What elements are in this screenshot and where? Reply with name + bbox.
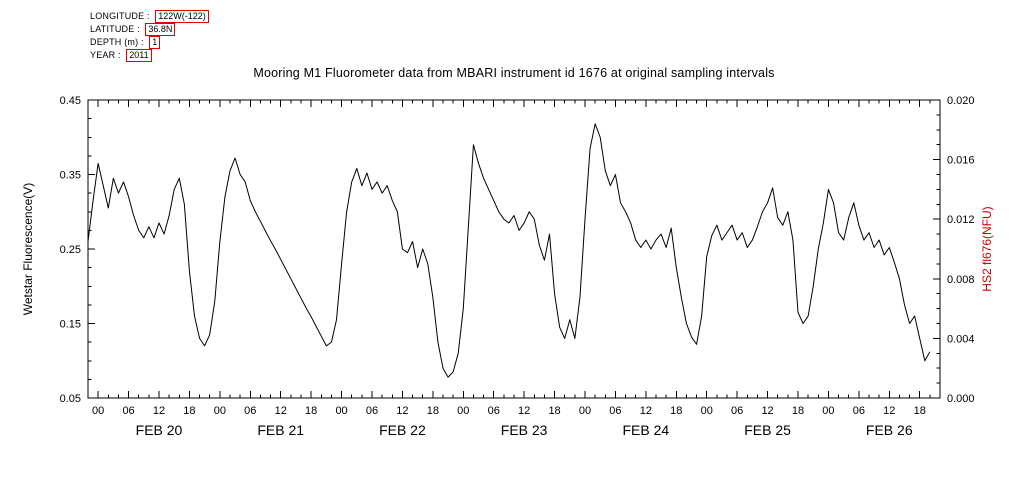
year-line: YEAR : 2011 (90, 49, 209, 62)
x-tick-label: 06 (366, 405, 378, 417)
depth-value: 1 (149, 36, 161, 49)
right-tick-label: 0.012 (947, 214, 975, 226)
depth-label: DEPTH (m) : (90, 37, 144, 47)
day-label: FEB 21 (257, 422, 304, 438)
depth-line: DEPTH (m) : 1 (90, 36, 209, 49)
x-tick-label: 18 (670, 405, 682, 417)
longitude-value: 122W(-122) (155, 10, 209, 23)
right-tick-label: 0.000 (947, 393, 975, 405)
x-tick-label: 18 (548, 405, 560, 417)
fluorescence-series-line (87, 123, 931, 378)
x-tick-label: 00 (822, 405, 834, 417)
left-tick-label: 0.35 (60, 170, 81, 182)
x-tick-label: 06 (609, 405, 621, 417)
year-label: YEAR : (90, 50, 121, 60)
left-tick-label: 0.25 (60, 244, 81, 256)
day-label: FEB 25 (744, 422, 791, 438)
chart-title: Mooring M1 Fluorometer data from MBARI i… (253, 66, 775, 80)
longitude-label: LONGITUDE : (90, 11, 150, 21)
x-tick-label: 12 (640, 405, 652, 417)
right-tick-label: 0.016 (947, 155, 975, 167)
x-tick-label: 12 (396, 405, 408, 417)
year-value: 2011 (126, 49, 152, 62)
day-label: FEB 23 (501, 422, 548, 438)
x-tick-label: 18 (427, 405, 439, 417)
x-tick-label: 06 (244, 405, 256, 417)
x-tick-label: 12 (883, 405, 895, 417)
right-tick-label: 0.020 (947, 95, 975, 107)
x-tick-label: 06 (488, 405, 500, 417)
day-label: FEB 20 (136, 422, 183, 438)
x-tick-label: 00 (335, 405, 347, 417)
x-tick-label: 06 (731, 405, 743, 417)
x-tick-label: 18 (183, 405, 195, 417)
x-tick-label: 06 (853, 405, 865, 417)
x-tick-label: 12 (153, 405, 165, 417)
x-tick-label: 18 (914, 405, 926, 417)
day-label: FEB 24 (623, 422, 670, 438)
right-tick-label: 0.008 (947, 274, 975, 286)
x-tick-label: 00 (457, 405, 469, 417)
left-tick-label: 0.15 (60, 319, 81, 331)
x-tick-label: 12 (761, 405, 773, 417)
x-tick-label: 00 (214, 405, 226, 417)
day-label: FEB 26 (866, 422, 913, 438)
x-tick-label: 12 (518, 405, 530, 417)
left-tick-label: 0.05 (60, 393, 81, 405)
day-label: FEB 22 (379, 422, 426, 438)
x-tick-label: 00 (92, 405, 104, 417)
latitude-value: 36.8N (145, 23, 176, 36)
metadata-header: LONGITUDE : 122W(-122) LATITUDE : 36.8N … (90, 10, 209, 62)
x-tick-label: 00 (579, 405, 591, 417)
left-tick-label: 0.45 (60, 95, 81, 107)
x-tick-label: 12 (275, 405, 287, 417)
longitude-line: LONGITUDE : 122W(-122) (90, 10, 209, 23)
x-tick-label: 06 (122, 405, 134, 417)
x-tick-label: 18 (792, 405, 804, 417)
x-tick-label: 00 (701, 405, 713, 417)
plot-frame (87, 99, 941, 399)
x-tick-label: 18 (305, 405, 317, 417)
latitude-line: LATITUDE : 36.8N (90, 23, 209, 36)
latitude-label: LATITUDE : (90, 24, 140, 34)
right-tick-label: 0.004 (947, 333, 975, 345)
